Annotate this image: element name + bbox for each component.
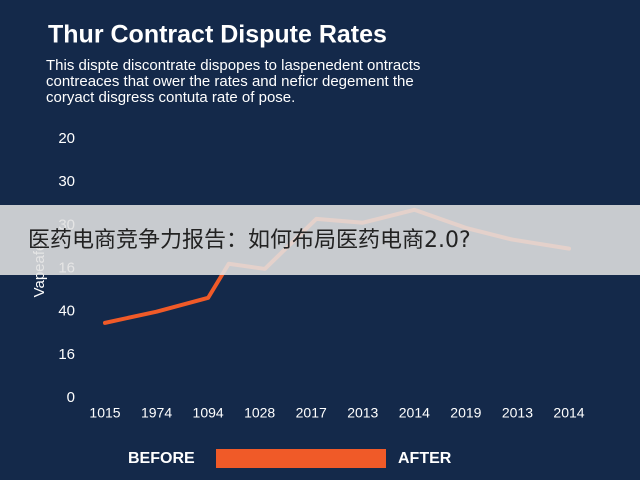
y-tick-label: 30	[58, 173, 75, 190]
overlay-text: 医药电商竞争力报告：如何布局医药电商2.0?	[28, 228, 471, 253]
x-tick-label: 2013	[347, 405, 378, 421]
legend-label: AFTER	[398, 450, 452, 467]
legend-label: BEFORE	[128, 450, 195, 467]
y-tick-label: 0	[67, 389, 75, 406]
x-tick-label: 1094	[193, 405, 224, 421]
y-tick-label: 40	[58, 303, 75, 320]
x-tick-label: 2014	[399, 405, 430, 421]
subtitle-line: coryact disgress contuta rate of pose.	[46, 89, 295, 106]
y-tick-label: 16	[58, 346, 75, 363]
x-tick-label: 1028	[244, 405, 275, 421]
chart-title: Thur Contract Dispute Rates	[48, 21, 387, 49]
subtitle-line: This dispte discontrate dispopes to lasp…	[46, 57, 420, 74]
x-tick-label: 1015	[89, 405, 120, 421]
x-tick-label: 2017	[296, 405, 327, 421]
y-tick-label: 20	[58, 130, 75, 147]
x-tick-label: 2013	[502, 405, 533, 421]
x-tick-label: 2019	[450, 405, 481, 421]
x-tick-label: 2014	[553, 405, 584, 421]
legend-swatch	[216, 449, 386, 468]
overlay-banner	[0, 205, 640, 275]
x-tick-label: 1974	[141, 405, 172, 421]
subtitle-line: contreaces that ower the rates and nefic…	[46, 73, 414, 90]
